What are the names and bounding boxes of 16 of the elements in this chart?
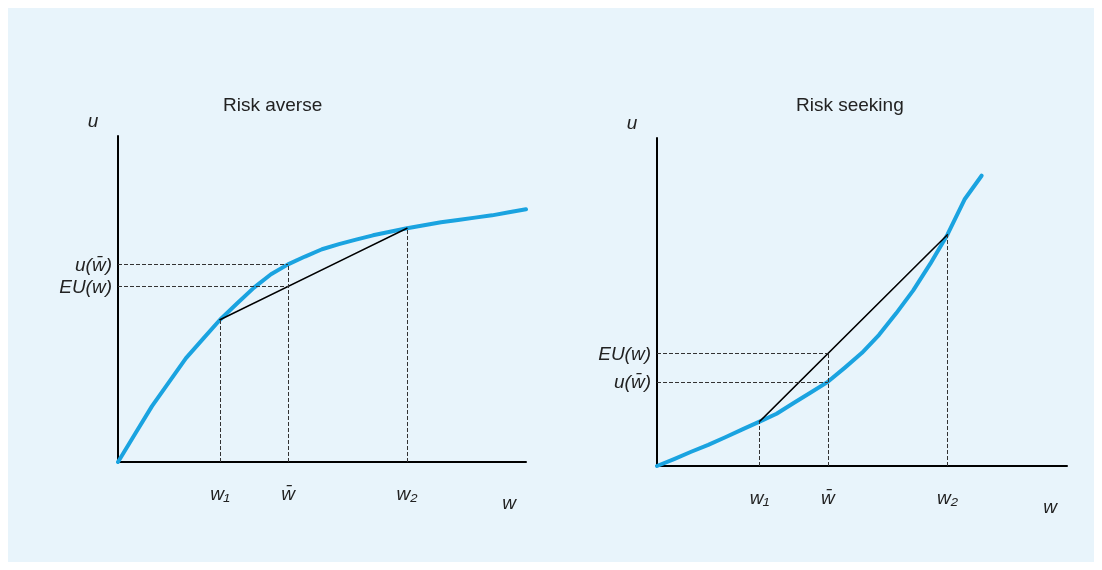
x-tick-label: w̄	[281, 483, 297, 504]
ref-line-label: u(w̄)	[75, 253, 112, 275]
ref-line-label: EU(w)	[59, 275, 112, 297]
x-tick-label: w₂	[936, 487, 959, 508]
x-axis-title: w	[1043, 496, 1059, 517]
y-axis-title: u	[87, 110, 99, 131]
y-axis-title: u	[626, 112, 638, 133]
x-tick-label: w̄	[820, 487, 836, 508]
ref-line-label: u(w̄)	[614, 371, 651, 393]
x-tick-label: w₂	[396, 483, 419, 504]
x-axis-title: w	[502, 492, 518, 513]
chart-title: Risk seeking	[796, 94, 904, 115]
x-tick-label: w₁	[210, 483, 230, 504]
x-tick-label: w₁	[749, 487, 770, 508]
chart-title: Risk averse	[223, 94, 323, 115]
ref-line-label: EU(w)	[598, 343, 651, 365]
